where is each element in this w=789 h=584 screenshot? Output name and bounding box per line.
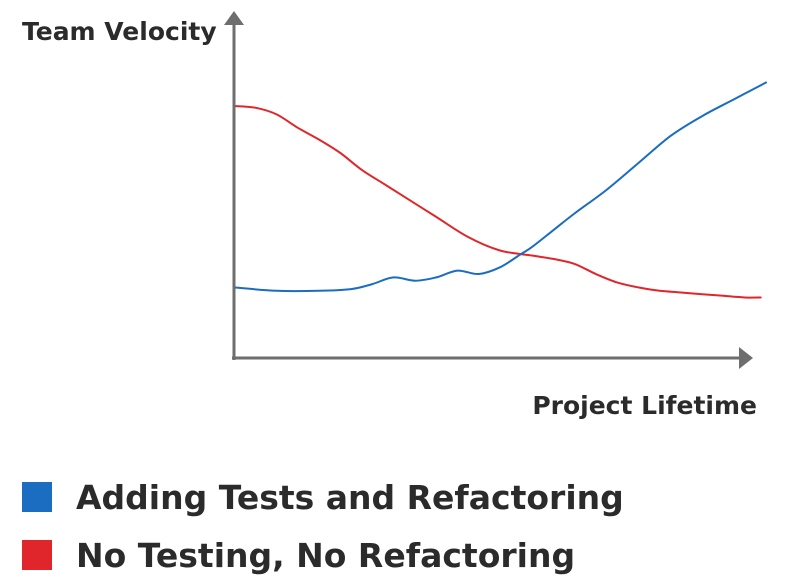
y-axis-label: Team Velocity bbox=[22, 17, 217, 46]
legend-label-no-tests: No Testing, No Refactoring bbox=[76, 535, 576, 575]
legend-item-tests: Adding Tests and Refactoring bbox=[22, 468, 624, 526]
y-axis-arrow bbox=[224, 11, 244, 25]
plot-area bbox=[233, 81, 767, 299]
series-line-no-tests bbox=[233, 105, 762, 299]
legend-swatch-red bbox=[22, 540, 52, 570]
legend-swatch-blue bbox=[22, 482, 52, 512]
legend-label-tests: Adding Tests and Refactoring bbox=[76, 477, 624, 517]
legend: Adding Tests and Refactoring No Testing,… bbox=[22, 468, 624, 584]
series-line-tests bbox=[233, 81, 767, 293]
x-axis-arrow bbox=[739, 347, 753, 369]
line-chart: Team Velocity Project Lifetime bbox=[22, 11, 767, 420]
legend-item-no-tests: No Testing, No Refactoring bbox=[22, 526, 624, 584]
x-axis-label: Project Lifetime bbox=[532, 391, 757, 420]
